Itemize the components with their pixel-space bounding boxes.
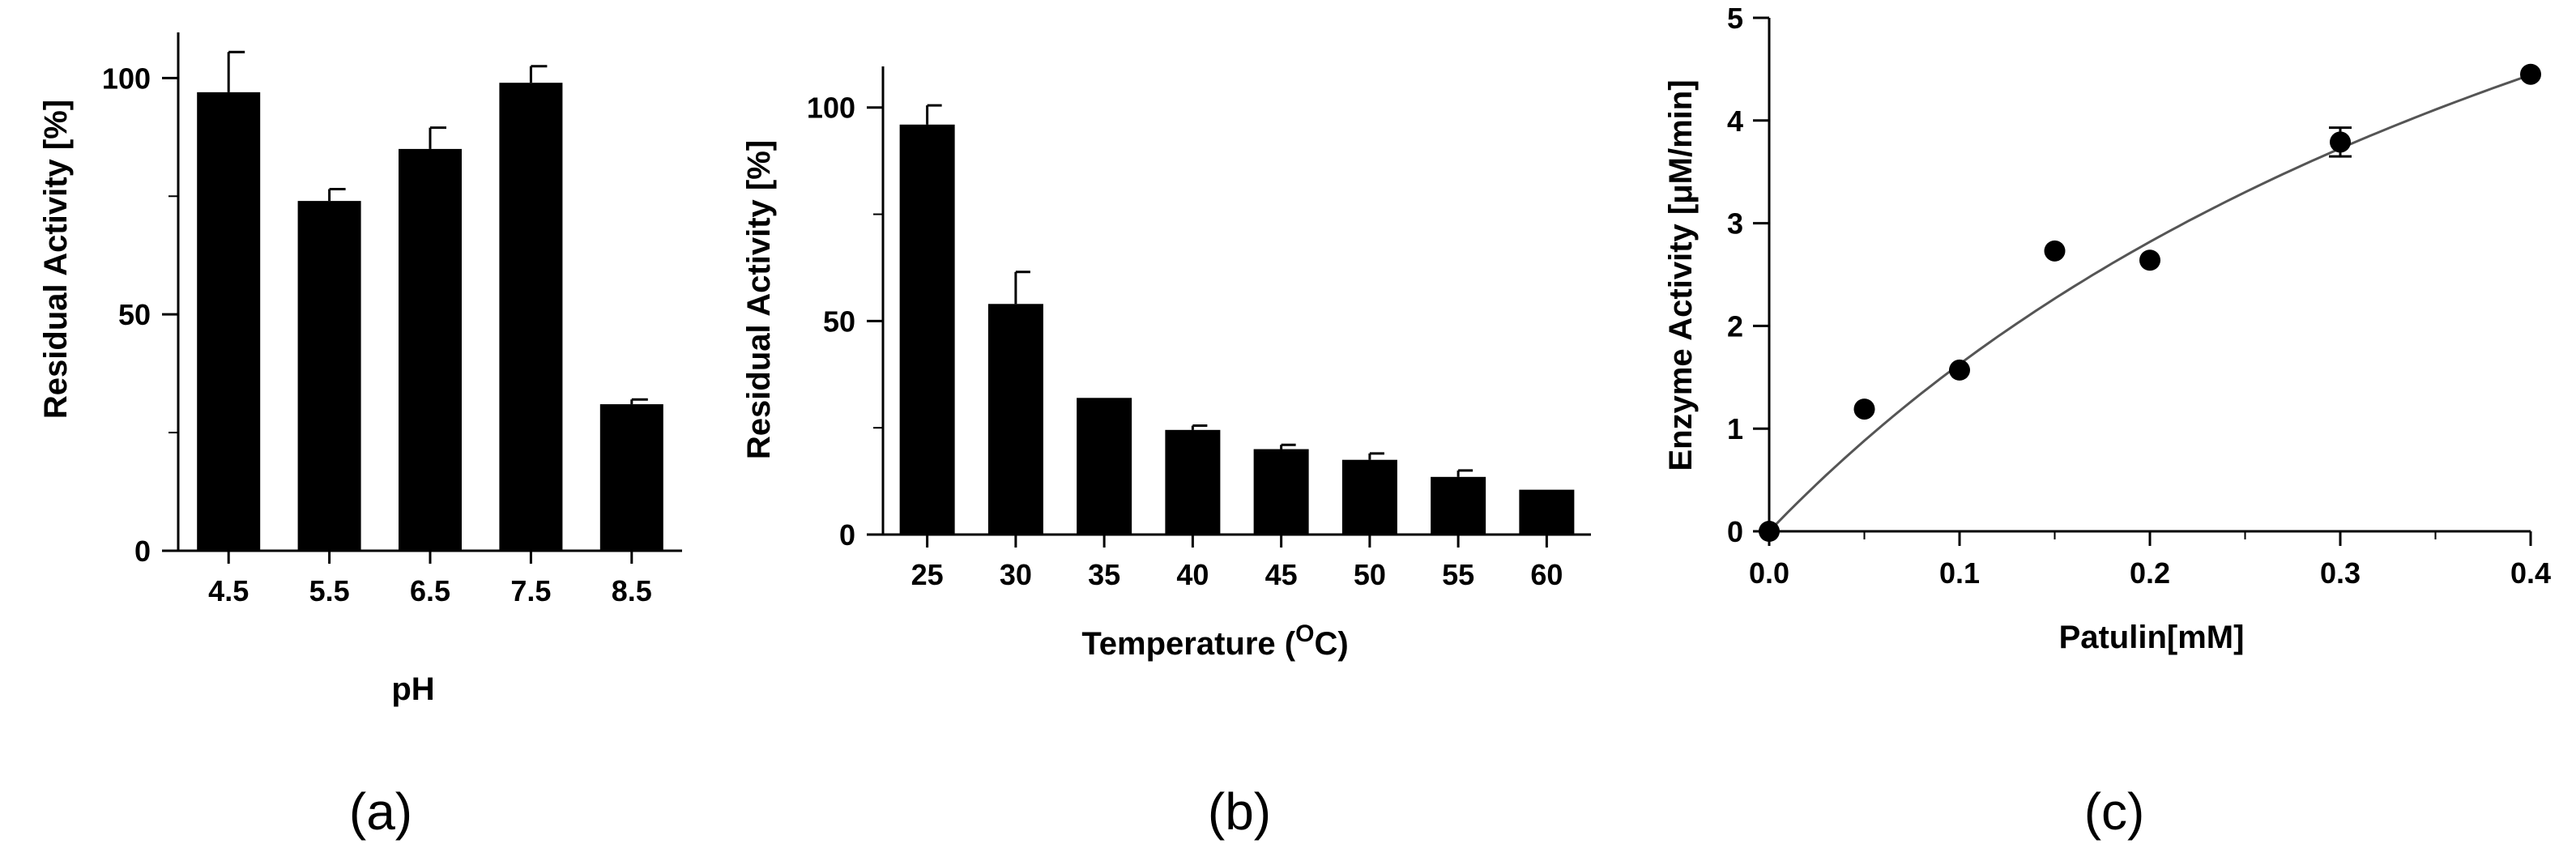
bar-b-50 bbox=[1341, 459, 1397, 535]
bar-b-25 bbox=[899, 124, 955, 535]
data-point-5 bbox=[2330, 131, 2351, 153]
x-tick-label-b-55: 55 bbox=[1442, 558, 1474, 591]
y-tick-label-c-5: 5 bbox=[1727, 2, 1743, 35]
x-tick-label-b-25: 25 bbox=[911, 558, 944, 591]
x-tick-label-a-8.5: 8.5 bbox=[612, 574, 652, 607]
y-tick-label-a-100: 100 bbox=[102, 62, 151, 95]
panel-label-a: (a) bbox=[349, 782, 412, 841]
bar-a-8.5 bbox=[599, 404, 663, 551]
chart-panel-a: 0 50 100 4.5 5.5 6.5 7.5 8.5 Residual Activity… bbox=[38, 32, 682, 841]
x-tick-label-b-60: 60 bbox=[1530, 558, 1563, 591]
x-tick-label-b-30: 30 bbox=[1000, 558, 1032, 591]
data-point-6 bbox=[2520, 63, 2541, 85]
x-tick-label-c-0.0: 0.0 bbox=[1749, 556, 1789, 590]
y-axis-title-c: Enzyme Activity [μM/min] bbox=[1663, 79, 1699, 471]
chart-panel-c: 0 1 2 3 4 5 0.0 0.1 0.2 0.3 0.4 Enzyme Activity [… bbox=[1663, 2, 2551, 841]
x-axis-title-c: Patulin[mM] bbox=[2059, 620, 2245, 655]
x-tick-label-c-0.4: 0.4 bbox=[2510, 556, 2551, 590]
bar-a-4.5 bbox=[197, 92, 261, 551]
x-axis-title-b-suffix: C) bbox=[1314, 626, 1348, 662]
x-tick-label-c-0.3: 0.3 bbox=[2320, 556, 2361, 590]
x-tick-label-b-50: 50 bbox=[1354, 558, 1386, 591]
y-tick-label-c-0: 0 bbox=[1727, 515, 1743, 548]
x-tick-label-c-0.1: 0.1 bbox=[1939, 556, 1980, 590]
bar-b-40 bbox=[1165, 429, 1221, 535]
y-tick-label-c-1: 1 bbox=[1727, 412, 1743, 445]
data-point-2 bbox=[1949, 359, 1970, 381]
bar-b-45 bbox=[1253, 449, 1309, 535]
x-tick-label-a-5.5: 5.5 bbox=[309, 574, 350, 607]
y-tick-label-b-100: 100 bbox=[807, 92, 855, 125]
y-axis-title-b: Residual Activity [%] bbox=[741, 140, 777, 459]
y-tick-label-c-2: 2 bbox=[1727, 309, 1743, 343]
bar-b-30 bbox=[987, 304, 1043, 535]
x-tick-label-b-40: 40 bbox=[1176, 558, 1209, 591]
bar-b-35 bbox=[1077, 398, 1132, 535]
x-axis-title-a: pH bbox=[391, 671, 434, 707]
panel-label-b: (b) bbox=[1208, 782, 1271, 841]
bar-a-5.5 bbox=[297, 201, 361, 552]
y-tick-label-c-3: 3 bbox=[1727, 207, 1743, 241]
x-axis-title-b-super: O bbox=[1295, 620, 1314, 647]
bar-b-60 bbox=[1519, 489, 1575, 535]
y-axis-title-a: Residual Activity [%] bbox=[38, 100, 74, 419]
data-point-4 bbox=[2139, 249, 2160, 271]
chart-panel-b: 0 50 100 25 30 35 40 45 50 55 60 Residual Activit… bbox=[741, 66, 1591, 841]
y-tick-label-b-0: 0 bbox=[839, 518, 855, 552]
data-point-1 bbox=[1853, 398, 1875, 420]
x-tick-label-b-45: 45 bbox=[1265, 558, 1298, 591]
data-point-3 bbox=[2044, 240, 2066, 262]
x-tick-label-b-35: 35 bbox=[1088, 558, 1120, 591]
y-tick-label-a-50: 50 bbox=[118, 298, 151, 331]
y-tick-label-c-4: 4 bbox=[1727, 104, 1743, 138]
x-axis-title-b-prefix: Temperature ( bbox=[1081, 626, 1295, 662]
x-tick-label-a-6.5: 6.5 bbox=[410, 574, 450, 607]
panel-label-c: (c) bbox=[2084, 782, 2145, 841]
fit-curve bbox=[1768, 73, 2531, 533]
bar-a-6.5 bbox=[399, 148, 462, 551]
x-tick-label-a-7.5: 7.5 bbox=[510, 574, 551, 607]
x-tick-label-a-4.5: 4.5 bbox=[208, 574, 249, 607]
bar-b-55 bbox=[1431, 476, 1486, 535]
x-axis-title-b: Temperature (OC) bbox=[1081, 620, 1348, 662]
y-tick-label-a-0: 0 bbox=[134, 535, 151, 568]
bar-a-7.5 bbox=[499, 83, 563, 551]
x-tick-label-c-0.2: 0.2 bbox=[2130, 556, 2170, 590]
y-tick-label-b-50: 50 bbox=[823, 305, 855, 338]
